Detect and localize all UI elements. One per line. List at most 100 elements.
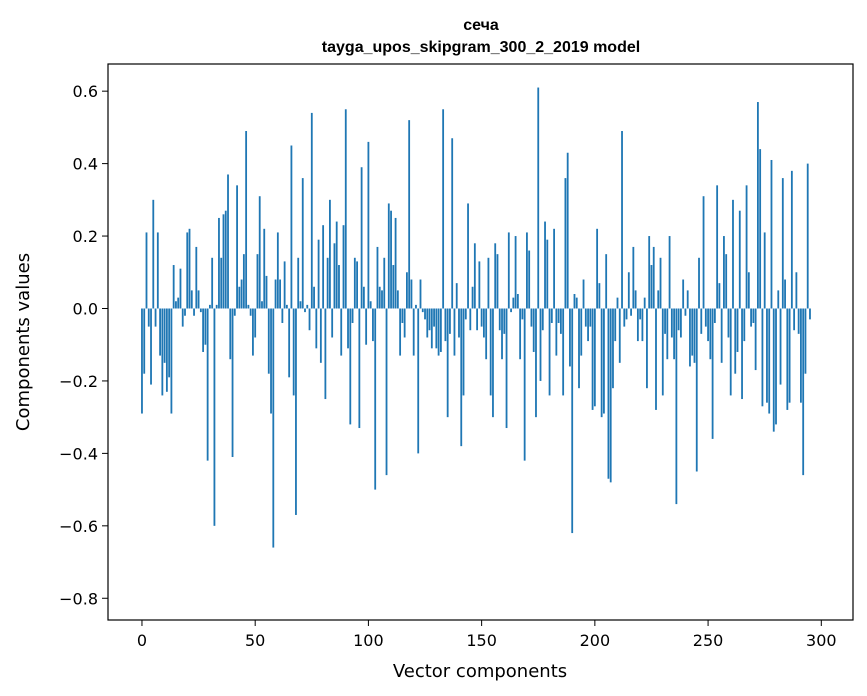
bar — [301, 178, 304, 309]
bar — [711, 308, 714, 439]
bar — [575, 297, 578, 309]
bar — [779, 308, 782, 385]
y-tick-label: −0.2 — [59, 372, 98, 391]
x-tick-label: 0 — [137, 631, 147, 650]
bar — [145, 232, 148, 309]
bar — [725, 254, 728, 309]
bar — [161, 308, 164, 396]
bar — [356, 261, 358, 309]
bar — [369, 301, 372, 309]
bar — [367, 141, 370, 309]
bar — [317, 239, 320, 309]
bar — [344, 109, 347, 309]
bar — [487, 257, 490, 309]
x-tick-label: 250 — [693, 631, 724, 650]
bar — [603, 308, 605, 414]
bar — [274, 279, 277, 309]
bar — [335, 221, 338, 309]
bar — [442, 109, 445, 309]
bar — [795, 272, 798, 309]
bar — [673, 308, 676, 360]
bar — [723, 236, 725, 309]
bar — [213, 308, 216, 526]
bar — [777, 290, 780, 309]
bar — [412, 308, 415, 356]
bar — [347, 308, 349, 349]
bar — [460, 308, 463, 447]
bar — [322, 225, 325, 309]
bar — [308, 308, 311, 331]
bar — [392, 265, 395, 309]
bar — [458, 308, 460, 338]
bar — [559, 308, 562, 334]
bar — [270, 308, 272, 414]
y-tick-label: 0.0 — [73, 299, 98, 318]
bar — [516, 294, 519, 309]
bar — [553, 228, 555, 309]
bar — [661, 308, 664, 396]
bar — [263, 228, 266, 309]
bar — [607, 308, 610, 479]
bar — [618, 308, 621, 363]
x-tick-label: 200 — [580, 631, 611, 650]
plot-frame — [107, 63, 854, 621]
bar — [648, 236, 651, 309]
bar — [641, 308, 644, 342]
bar — [480, 308, 483, 327]
bar — [580, 308, 583, 356]
bar — [394, 217, 397, 309]
bar — [569, 308, 571, 367]
bar — [252, 308, 254, 356]
bar — [612, 308, 614, 389]
bar — [351, 308, 354, 323]
bar — [587, 308, 589, 342]
bar — [790, 170, 793, 309]
bar — [535, 308, 537, 418]
bar — [439, 308, 442, 352]
bar — [747, 272, 750, 309]
bar — [752, 308, 755, 323]
bar — [564, 178, 567, 309]
bar — [741, 308, 743, 400]
bar — [627, 272, 630, 309]
bar — [342, 225, 345, 309]
bar — [240, 279, 243, 309]
bar — [573, 294, 576, 309]
bar — [501, 308, 503, 360]
bar — [666, 308, 669, 360]
bar — [152, 199, 155, 309]
bar — [238, 286, 241, 309]
bar — [578, 308, 580, 389]
bar — [383, 257, 386, 309]
bar — [496, 254, 499, 309]
bar — [390, 210, 392, 309]
bar — [766, 308, 768, 403]
bar — [292, 308, 295, 396]
bar — [421, 308, 424, 313]
bar — [537, 87, 540, 309]
bar — [591, 308, 594, 410]
x-tick-label: 100 — [353, 631, 384, 650]
bar — [716, 185, 719, 309]
bar — [650, 265, 653, 309]
bar — [512, 297, 515, 309]
bar — [304, 308, 306, 313]
bar — [761, 308, 764, 407]
bar — [172, 265, 175, 309]
bar — [718, 283, 721, 309]
bar — [630, 308, 632, 316]
bar — [163, 308, 166, 363]
bar — [195, 246, 198, 309]
bar — [793, 308, 796, 331]
y-tick-label: 0.4 — [73, 155, 98, 174]
bar — [170, 308, 173, 414]
bar — [682, 279, 685, 309]
x-tick-label: 300 — [806, 631, 837, 650]
bar — [215, 304, 218, 309]
bar — [557, 308, 560, 323]
bar — [772, 308, 775, 432]
bar — [700, 308, 703, 334]
bar — [768, 308, 771, 414]
bar — [285, 304, 288, 309]
bar — [636, 308, 639, 342]
